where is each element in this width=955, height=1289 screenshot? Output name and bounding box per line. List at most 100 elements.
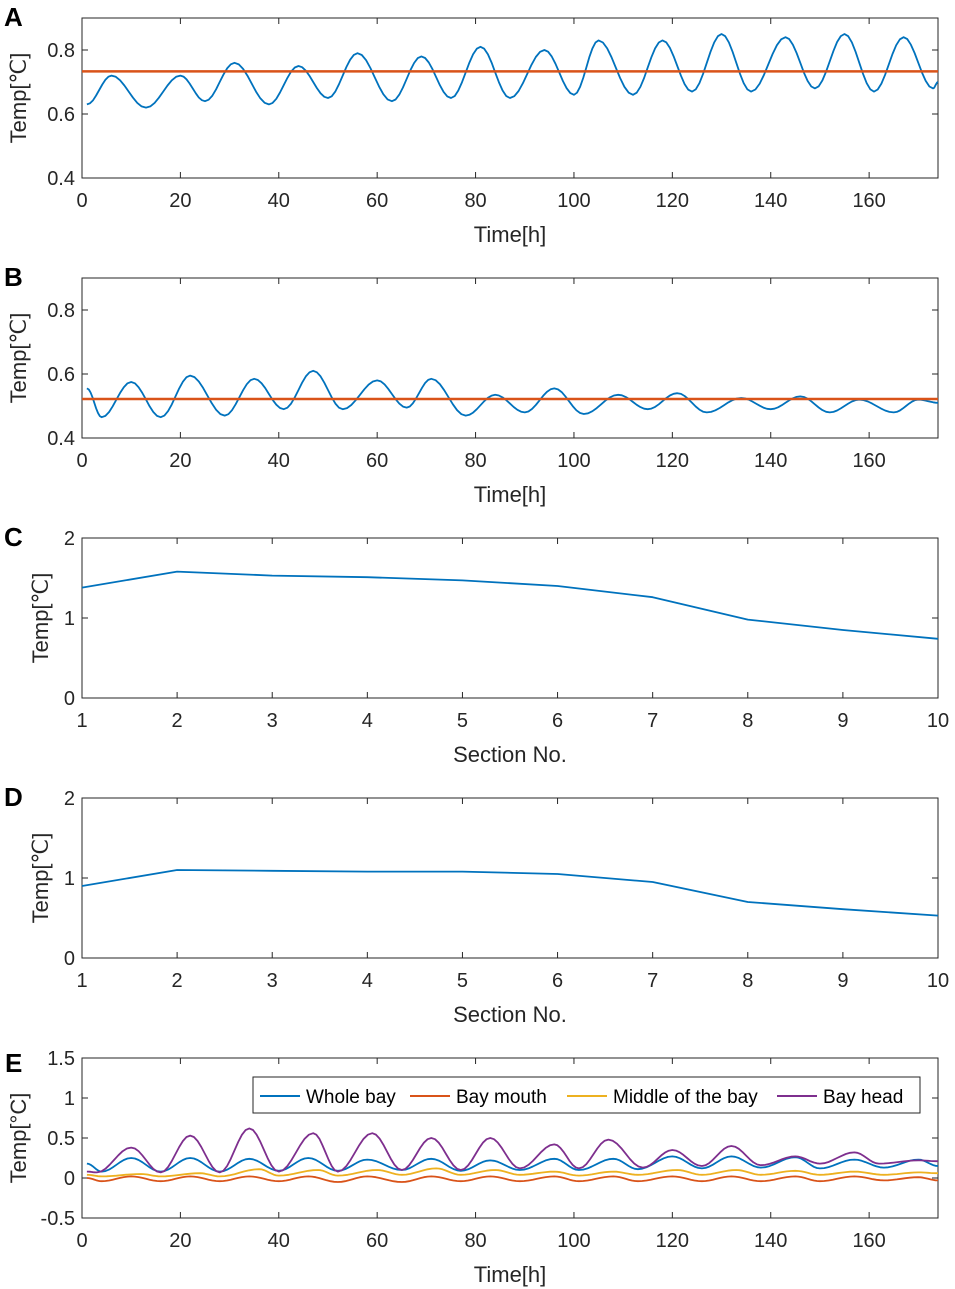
x-tick-label: 140 <box>754 450 787 472</box>
x-tick-label: 20 <box>169 190 191 212</box>
x-tick-label: 8 <box>742 970 753 992</box>
legend-entry: Bay mouth <box>456 1087 547 1108</box>
y-axis-label: Temp[℃] <box>28 573 53 664</box>
y-tick-label: 0 <box>64 948 75 970</box>
y-tick-label: 0.6 <box>47 364 75 386</box>
series-line-bay-head <box>86 1127 938 1174</box>
x-tick-label: 6 <box>552 970 563 992</box>
y-axis-label: Temp[℃] <box>6 313 31 404</box>
panel-label: D <box>4 782 23 812</box>
x-tick-label: 6 <box>552 710 563 732</box>
axes-box <box>81 537 939 699</box>
x-tick-label: 7 <box>647 710 658 732</box>
x-axis-label: Time[h] <box>474 482 547 507</box>
y-tick-label: 0.5 <box>47 1128 75 1150</box>
series-line-temperature <box>81 869 939 917</box>
y-tick-label: 1 <box>64 1088 75 1110</box>
x-tick-label: 0 <box>76 450 87 472</box>
x-tick-label: 60 <box>366 1230 388 1252</box>
series-line-temperature <box>81 570 939 640</box>
series-line-bay-mouth <box>86 1175 939 1183</box>
panel-label: C <box>4 522 23 552</box>
x-tick-label: 80 <box>464 450 486 472</box>
x-tick-label: 3 <box>267 970 278 992</box>
x-tick-label: 0 <box>76 190 87 212</box>
x-tick-label: 80 <box>464 1230 486 1252</box>
x-tick-label: 120 <box>656 190 689 212</box>
y-tick-label: 1 <box>64 868 75 890</box>
y-axis-label: Temp[℃] <box>6 53 31 144</box>
x-tick-label: 40 <box>268 450 290 472</box>
panel-label: E <box>5 1048 22 1078</box>
x-tick-label: 20 <box>169 450 191 472</box>
x-tick-label: 40 <box>268 190 290 212</box>
series-line-middle-of-the-bay <box>86 1167 938 1178</box>
x-tick-label: 1 <box>76 970 87 992</box>
axes-box <box>81 277 939 439</box>
x-axis-label: Time[h] <box>474 1262 547 1287</box>
x-tick-label: 10 <box>927 710 949 732</box>
x-tick-label: 5 <box>457 970 468 992</box>
y-tick-label: 0 <box>64 1168 75 1190</box>
y-axis-label: Temp[℃] <box>28 833 53 924</box>
x-tick-label: 2 <box>172 710 183 732</box>
x-tick-label: 7 <box>647 970 658 992</box>
panel-b: B 0 20 40 60 80 100 120 140 160 0.4 0.6 0.8 Time[h] Te… <box>4 262 939 507</box>
x-tick-label: 9 <box>837 710 848 732</box>
panel-a: A 0 20 40 60 80 100 120 140 160 0.4 0.6 0.8 Time[h] Te… <box>4 2 939 247</box>
x-tick-label: 100 <box>557 190 590 212</box>
panel-e: E0 20 40 60 80 100 120 140 160-0.500.511.5Time[h… <box>5 1048 939 1287</box>
axes-box <box>81 797 939 959</box>
y-tick-label: 0.4 <box>47 428 75 450</box>
y-tick-label: 2 <box>64 788 75 810</box>
panel-label: B <box>4 262 23 292</box>
x-tick-label: 8 <box>742 710 753 732</box>
y-tick-label: 0.4 <box>47 168 75 190</box>
y-tick-label: 0.8 <box>47 40 75 62</box>
x-tick-label: 10 <box>927 970 949 992</box>
x-axis-label: Time[h] <box>474 222 547 247</box>
x-tick-label: 120 <box>656 1230 689 1252</box>
x-tick-label: 100 <box>557 1230 590 1252</box>
x-axis-label: Section No. <box>453 742 567 767</box>
y-axis-label: Temp[°C] <box>6 1093 31 1184</box>
x-tick-label: 80 <box>464 190 486 212</box>
x-tick-label: 100 <box>557 450 590 472</box>
series-line-temperature <box>86 33 939 109</box>
legend-entry: Bay head <box>823 1087 903 1108</box>
x-axis-label: Section No. <box>453 1002 567 1027</box>
x-tick-label: 140 <box>754 190 787 212</box>
x-tick-label: 20 <box>169 1230 191 1252</box>
x-tick-label: 5 <box>457 710 468 732</box>
legend-entry: Whole bay <box>306 1087 396 1108</box>
x-tick-label: 160 <box>852 450 885 472</box>
x-tick-label: 1 <box>76 710 87 732</box>
x-tick-label: 120 <box>656 450 689 472</box>
legend: Whole bay Bay mouth Middle of the bay Bay h… <box>252 1076 921 1114</box>
x-tick-label: 2 <box>172 970 183 992</box>
x-tick-label: 40 <box>268 1230 290 1252</box>
y-tick-label: 0.8 <box>47 300 75 322</box>
x-tick-label: 4 <box>362 970 373 992</box>
y-tick-label: 2 <box>64 528 75 550</box>
x-tick-label: 160 <box>852 190 885 212</box>
x-tick-label: 9 <box>837 970 848 992</box>
y-tick-label: 0 <box>64 688 75 710</box>
x-tick-label: 4 <box>362 710 373 732</box>
y-tick-label: -0.5 <box>41 1208 75 1230</box>
x-tick-label: 3 <box>267 710 278 732</box>
y-tick-label: 0.6 <box>47 104 75 126</box>
x-tick-label: 60 <box>366 190 388 212</box>
panel-label: A <box>4 2 23 32</box>
x-tick-label: 0 <box>76 1230 87 1252</box>
x-tick-label: 60 <box>366 450 388 472</box>
series-line-temperature <box>86 369 939 419</box>
y-tick-label: 1.5 <box>47 1048 75 1070</box>
x-tick-label: 140 <box>754 1230 787 1252</box>
y-tick-label: 1 <box>64 608 75 630</box>
legend-entry: Middle of the bay <box>613 1087 758 1108</box>
x-tick-label: 160 <box>852 1230 885 1252</box>
